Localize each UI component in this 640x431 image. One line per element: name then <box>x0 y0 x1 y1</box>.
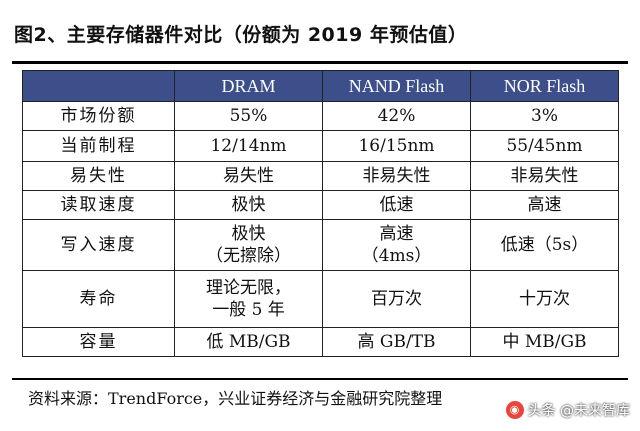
row-label: 容量 <box>22 327 175 357</box>
table-cell: 高速 <box>470 190 619 220</box>
table-row: 当前制程 12/14nm 16/15nm 55/45nm <box>22 130 619 162</box>
table-cell: 高 GB/TB <box>322 327 471 357</box>
table-cell: 理论无限， 一般 5 年 <box>174 270 323 328</box>
cell-line: （4ms） <box>361 246 432 266</box>
figure-title: 图2、主要存储器件对比（份额为 2019 年预估值） <box>14 24 468 46</box>
table-row: 写入速度 极快 （无擦除） 高速 （4ms） 低速（5s） <box>22 219 619 271</box>
header-cell-nor: NOR Flash <box>470 70 619 102</box>
table-cell: 低 MB/GB <box>174 327 323 357</box>
cell-line: 百万次 <box>371 289 422 309</box>
table-cell: 非易失性 <box>470 161 619 191</box>
header-cell-dram: DRAM <box>174 70 323 102</box>
cell-line: 低速（5s） <box>500 235 589 255</box>
table-row: 读取速度 极快 低速 高速 <box>22 190 619 220</box>
cell-line: 理论无限， <box>206 278 291 298</box>
comparison-table: DRAM NAND Flash NOR Flash 市场份额 55% 42% 3… <box>22 70 619 357</box>
table-cell: 42% <box>322 101 471 131</box>
watermark-text: 头条 @未来智库 <box>527 403 630 419</box>
table-row: 易失性 易失性 非易失性 非易失性 <box>22 161 619 191</box>
source-note: 资料来源：TrendForce，兴业证券经济与金融研究院整理 <box>28 389 443 408</box>
header-cell-empty <box>22 70 175 102</box>
cell-line: （无擦除） <box>206 246 291 266</box>
cell-line: 十万次 <box>519 289 570 309</box>
table-cell: 低速 <box>322 190 471 220</box>
table-cell: 中 MB/GB <box>470 327 619 357</box>
table-cell: 12/14nm <box>174 130 323 162</box>
header-cell-nand: NAND Flash <box>322 70 471 102</box>
row-label: 市场份额 <box>22 101 175 131</box>
table-cell: 百万次 <box>322 270 471 328</box>
table-row: 寿命 理论无限， 一般 5 年 百万次 十万次 <box>22 270 619 328</box>
top-rule <box>12 61 628 64</box>
bottom-rule <box>12 378 628 380</box>
table-cell: 非易失性 <box>322 161 471 191</box>
cell-line: 一般 5 年 <box>212 300 285 320</box>
header-row: DRAM NAND Flash NOR Flash <box>22 70 619 102</box>
table-cell: 极快 （无擦除） <box>174 219 323 271</box>
table-row: 容量 低 MB/GB 高 GB/TB 中 MB/GB <box>22 327 619 357</box>
table-cell: 16/15nm <box>322 130 471 162</box>
table-cell: 十万次 <box>470 270 619 328</box>
table-cell: 低速（5s） <box>470 219 619 271</box>
row-label: 读取速度 <box>22 190 175 220</box>
cell-line: 高速 <box>379 224 414 244</box>
table-row: 市场份额 55% 42% 3% <box>22 101 619 131</box>
row-label: 易失性 <box>22 161 175 191</box>
table-cell: 极快 <box>174 190 323 220</box>
watermark: ◉ 头条 @未来智库 <box>505 400 630 420</box>
row-label: 写入速度 <box>22 219 175 271</box>
table-cell: 3% <box>470 101 619 131</box>
row-label: 当前制程 <box>22 130 175 162</box>
table-cell: 55/45nm <box>470 130 619 162</box>
table-cell: 高速 （4ms） <box>322 219 471 271</box>
row-label: 寿命 <box>22 270 175 328</box>
table-cell: 易失性 <box>174 161 323 191</box>
cell-line: 极快 <box>231 224 266 244</box>
table-cell: 55% <box>174 101 323 131</box>
toutiao-logo-icon: ◉ <box>505 401 524 419</box>
